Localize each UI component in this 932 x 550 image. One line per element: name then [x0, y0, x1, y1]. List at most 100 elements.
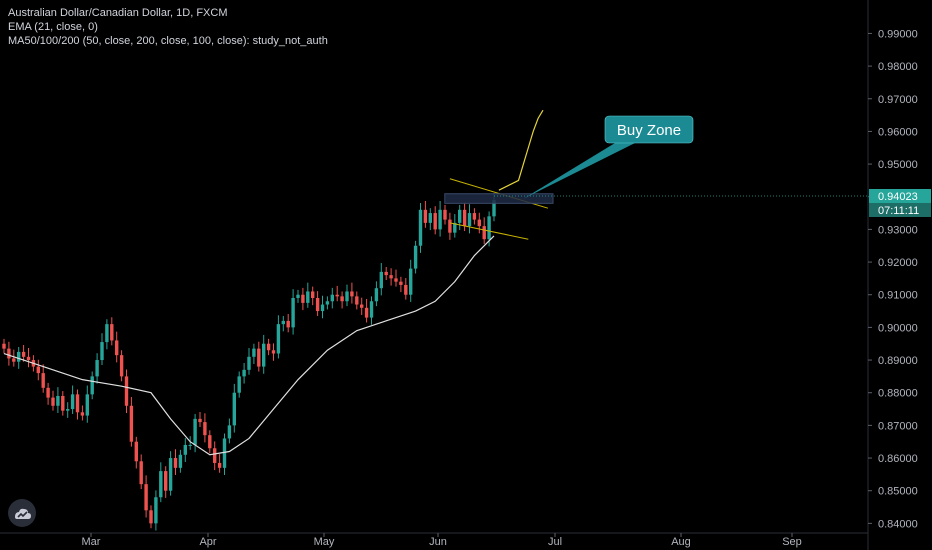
x-tick-label: Sep	[782, 536, 802, 548]
candle-body	[208, 435, 212, 449]
candle-body	[438, 209, 442, 230]
x-tick-label: Jul	[548, 536, 562, 548]
candle-body	[134, 441, 138, 462]
candle-body	[149, 510, 153, 524]
y-tick-label: 0.96000	[878, 126, 918, 138]
candle-body	[389, 275, 393, 279]
countdown-label: 07:11:11	[878, 205, 919, 217]
callout-pointer	[523, 143, 635, 199]
y-tick-label: 0.91000	[878, 290, 918, 302]
candle-body	[266, 343, 271, 351]
candle-body	[85, 394, 89, 416]
y-tick-label: 0.92000	[878, 257, 918, 269]
y-tick-label: 0.88000	[878, 388, 918, 400]
candle-body	[462, 209, 467, 227]
candle-body	[286, 320, 290, 328]
x-tick-label: Jun	[429, 536, 447, 548]
candle-body	[2, 343, 6, 349]
candle-body	[477, 219, 481, 227]
y-tick-label: 0.90000	[878, 322, 918, 334]
candle-body	[26, 356, 31, 361]
callout-box	[604, 115, 694, 144]
candle-body	[61, 395, 65, 411]
candle-body	[164, 471, 168, 491]
candle-body	[203, 422, 207, 436]
candle-body	[355, 296, 359, 305]
candle-body	[423, 209, 428, 223]
candle-body	[325, 301, 330, 305]
candle-body	[90, 376, 94, 395]
y-tick-label: 0.87000	[878, 420, 918, 432]
candle-body	[75, 394, 80, 413]
candle-body	[198, 418, 202, 423]
candle-body	[315, 297, 320, 312]
candle-body	[188, 444, 192, 446]
candle-body	[487, 216, 491, 240]
candle-body	[56, 395, 60, 406]
candle-body	[345, 291, 349, 302]
candle-body	[409, 268, 413, 295]
candle-body	[124, 376, 129, 406]
candle-body	[433, 213, 437, 230]
candle-body	[369, 301, 374, 318]
buy-zone-rect	[444, 193, 554, 204]
candle-body	[66, 409, 70, 411]
candle-body	[129, 405, 134, 442]
ema-line	[3, 235, 495, 456]
y-tick-label: 0.93000	[878, 224, 918, 236]
candle-body	[413, 245, 418, 269]
price-tag-box	[869, 188, 931, 203]
candle-body	[154, 497, 158, 524]
candle-body	[492, 200, 496, 217]
candle-body	[41, 373, 45, 388]
candle-body	[183, 444, 187, 455]
candle-body	[242, 369, 246, 377]
candle-body	[262, 343, 266, 367]
y-tick-label: 0.97000	[878, 94, 918, 106]
candle-body	[340, 296, 344, 302]
x-tick-label: May	[314, 536, 335, 548]
candle-body	[222, 438, 227, 468]
candle-body	[291, 297, 295, 328]
candle-body	[379, 271, 383, 289]
candle-body	[350, 291, 354, 297]
candle-body	[472, 213, 477, 220]
ema-study-label: EMA (21, close, 0)	[8, 21, 98, 33]
candle-body	[139, 461, 143, 485]
candle-body	[330, 294, 334, 302]
candle-body	[394, 278, 398, 282]
candle-body	[467, 213, 472, 227]
y-tick-label: 0.89000	[878, 355, 918, 367]
candle-body	[306, 291, 310, 303]
candle-body	[237, 376, 241, 393]
candle-body	[217, 462, 222, 468]
y-tick-label: 0.98000	[878, 61, 918, 73]
candle-body	[17, 351, 21, 362]
candle-body	[335, 294, 339, 297]
candle-body	[252, 348, 256, 357]
candle-body	[311, 291, 315, 298]
candle-body	[320, 304, 325, 312]
candle-body	[448, 219, 452, 233]
candle-body	[193, 418, 197, 445]
y-tick-label: 0.85000	[878, 486, 918, 498]
y-tick-label: 0.95000	[878, 159, 918, 171]
candle-body	[168, 458, 173, 491]
candle-body	[12, 358, 16, 362]
wedge-lower-line	[449, 222, 529, 240]
y-tick-label: 0.86000	[878, 453, 918, 465]
candle-body	[80, 412, 85, 416]
candle-body	[443, 209, 447, 220]
candle-body	[7, 348, 11, 359]
x-tick-label: Aug	[671, 536, 691, 548]
candle-body	[271, 350, 276, 354]
candle-body	[428, 213, 432, 223]
tradingview-cloud-icon[interactable]	[8, 499, 36, 527]
candle-body	[159, 471, 163, 498]
candle-body	[119, 355, 124, 377]
candle-body	[399, 281, 403, 285]
candle-body	[227, 425, 232, 439]
candle-body	[482, 226, 486, 240]
countdown-box	[869, 202, 931, 217]
